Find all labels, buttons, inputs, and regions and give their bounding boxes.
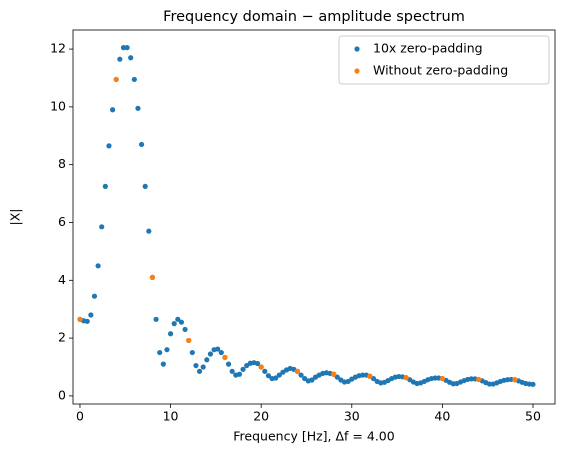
point (128, 55, 134, 61)
point (236, 371, 243, 377)
point (298, 372, 304, 378)
point (135, 105, 141, 111)
point (215, 346, 221, 352)
x-axis-label: Frequency [Hz], Δf = 4.00 (233, 429, 394, 444)
y-axis-label: |X| (8, 209, 23, 226)
x-tick-label: 0 (76, 409, 84, 424)
point (77, 316, 83, 322)
y-tick-label: 4 (58, 272, 66, 287)
point (149, 274, 156, 281)
plot-frame (72, 29, 556, 405)
point (167, 331, 174, 337)
point (240, 366, 246, 372)
point (309, 377, 315, 383)
y-tick-label: 12 (50, 41, 66, 56)
point (196, 368, 203, 374)
chart-title: Frequency domain − amplitude spectrum (163, 9, 465, 25)
point (334, 374, 340, 380)
point (138, 141, 145, 148)
point (331, 371, 337, 377)
point (432, 375, 438, 381)
legend-label: Without zero-padding (373, 63, 508, 78)
point (120, 45, 127, 51)
point (182, 326, 188, 333)
point (486, 381, 493, 387)
point (175, 316, 181, 322)
point (95, 263, 101, 269)
point (276, 372, 282, 378)
point (360, 372, 366, 378)
legend-box (338, 35, 550, 85)
x-tick-label: 20 (253, 409, 269, 424)
point (84, 318, 90, 324)
point (262, 368, 268, 374)
legend-label: 10x zero-padding (373, 41, 483, 56)
point (102, 183, 108, 189)
point (164, 347, 170, 353)
y-tick-label: 10 (50, 98, 66, 113)
point (153, 316, 159, 322)
legend-marker (354, 68, 360, 74)
x-tick-label: 40 (434, 409, 450, 424)
x-tick-label: 10 (163, 409, 179, 424)
point (88, 312, 94, 318)
point (439, 375, 445, 382)
point (99, 224, 105, 230)
point (476, 376, 482, 383)
point (146, 228, 152, 234)
y-tick-label: 0 (58, 387, 66, 402)
point (254, 360, 261, 367)
point (258, 364, 264, 370)
point (512, 377, 518, 383)
point (91, 293, 98, 299)
point (273, 375, 279, 381)
point (178, 319, 185, 325)
point (530, 381, 536, 387)
point (229, 368, 235, 374)
legend-marker (354, 46, 360, 52)
point (157, 349, 163, 356)
point (113, 76, 119, 83)
point (186, 337, 192, 344)
point (117, 56, 123, 62)
y-tick-label: 6 (58, 214, 66, 229)
y-tick-label: 8 (58, 156, 66, 171)
point (207, 351, 214, 357)
x-tick-label: 50 (525, 409, 541, 424)
point (131, 76, 137, 83)
point (218, 349, 224, 356)
y-tick-label: 2 (58, 330, 66, 345)
point (160, 361, 166, 367)
point (193, 362, 199, 369)
point (403, 375, 409, 381)
point (142, 183, 148, 189)
point (225, 361, 232, 367)
point (200, 364, 206, 370)
x-tick-label: 30 (344, 409, 360, 424)
point (294, 368, 301, 374)
point (189, 349, 195, 356)
point (468, 376, 474, 382)
point (106, 143, 112, 149)
point (222, 354, 228, 361)
point (204, 357, 210, 363)
point (171, 321, 177, 327)
point (109, 107, 116, 113)
point (124, 45, 130, 51)
point (265, 373, 272, 379)
point (367, 373, 373, 379)
